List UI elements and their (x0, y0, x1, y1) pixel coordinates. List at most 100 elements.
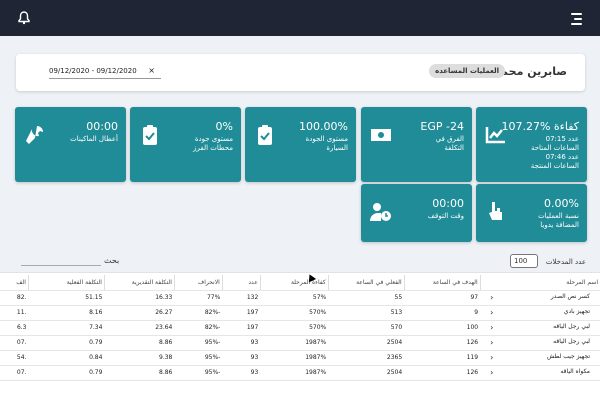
stages-table: اسم المرحلة الهدف في الساعة الفعلي في السا… (0, 272, 600, 416)
table-cell: 570% (260, 305, 329, 321)
machine-faults-card[interactable]: 00:00 أعطال الماكينات (15, 107, 126, 182)
column-header[interactable]: التكلفة التقديرية (103, 275, 175, 291)
table-cell: ‹ تجهيز بادي (480, 305, 600, 321)
column-header[interactable]: الهدف في الساعة (403, 275, 481, 291)
table-cell-text: 570 (390, 324, 403, 331)
table-cell-text: 2365 (386, 354, 403, 361)
table-cell: 126 (404, 335, 481, 351)
car-quality-label-line1: مستوى الجودة (305, 135, 348, 143)
table-cell: 26.27 (104, 305, 175, 321)
chevron-left-icon[interactable]: ‹ (490, 353, 494, 362)
search-input[interactable] (21, 265, 101, 266)
table-cell: ‹ لبي رجل الياقه (480, 320, 600, 336)
table-cell: -82% (174, 320, 223, 336)
table-cell-text: 9.38 (159, 354, 173, 361)
table-cell-text: 23.64 (155, 324, 173, 331)
table-cell-text: 197 (246, 324, 259, 331)
table-cell: 1987% (260, 365, 329, 381)
available-hours-label: الساعات المتاحة (530, 144, 579, 152)
table-cell: 51.15 (28, 290, 105, 306)
table-cell: 132 (222, 290, 261, 306)
entries-select[interactable]: 100 (510, 254, 538, 268)
machine-faults-value: 00:00 (86, 120, 118, 133)
column-header[interactable]: عدد (221, 275, 261, 291)
sorting-quality-card[interactable]: 0% مستوى جودة محطات الفرز (130, 107, 241, 182)
profile-header: صابرين محمد العمليات المساعده 09/12/2020… (16, 54, 585, 91)
table-cell: 6.3 (0, 320, 29, 336)
menu-icon[interactable] (571, 10, 587, 26)
table-cell: 570 (328, 320, 405, 336)
table-cell-text: 0.84 (89, 354, 103, 361)
downtime-card[interactable]: 00:00 وقت التوقف (361, 184, 472, 242)
column-header[interactable]: كفاءة المرحلة (259, 275, 329, 291)
table-row[interactable]: ‹ لبي رجل الياقه 126 2504 1987% 93 -95% 8.86 0.7… (0, 335, 600, 351)
table-cell: -95% (174, 365, 223, 381)
table-controls: عدد المدخلات 100 بحث (0, 252, 600, 272)
table-cell-text: .54 (16, 354, 27, 361)
table-cell: 93 (222, 365, 261, 381)
date-range-picker[interactable]: 09/12/2020 - 09/12/2020 × (49, 63, 161, 79)
table-cell-text: -95% (204, 369, 221, 376)
available-hours-count: 07:15 عدد (545, 135, 579, 143)
chevron-left-icon[interactable]: ‹ (490, 338, 494, 347)
sorting-quality-label-line1: مستوى جودة (194, 135, 233, 143)
car-quality-value: 100.00% (299, 120, 348, 133)
table-cell: 2365 (328, 350, 405, 366)
table-cell: 1987% (260, 350, 329, 366)
table-cell: 93 (222, 335, 261, 351)
table-cell-text: 1987% (305, 354, 327, 361)
table-cell-text: -95% (204, 339, 221, 346)
table-cell: 23.64 (104, 320, 175, 336)
manual-operations-card[interactable]: 0.00% نسبة العمليات المضافة يدويا (476, 184, 587, 242)
bell-icon[interactable] (16, 10, 32, 26)
car-quality-label: مستوى الجودة السيارة (306, 135, 348, 153)
table-cell: 197 (222, 305, 261, 321)
machine-faults-label: أعطال الماكينات (70, 135, 118, 144)
table-row[interactable]: ‹ تجهيز جيب لطش 119 2365 1987% 93 -95% 9.38 0.84… (0, 350, 600, 366)
table-cell-text: 100 (466, 324, 479, 331)
table-cell-text: .07 (16, 369, 27, 376)
chevron-left-icon[interactable]: ‹ (490, 368, 494, 377)
column-header[interactable]: التكلفة الفعلية (27, 275, 105, 291)
column-header[interactable]: الف (0, 275, 29, 291)
role-badge: العمليات المساعده (429, 64, 505, 78)
chevron-left-icon[interactable]: ‹ (490, 308, 494, 317)
cost-difference-card[interactable]: EGP -24 الفرق في التكلفة (361, 107, 472, 182)
table-cell-text: .82 (16, 294, 27, 301)
table-row[interactable]: ‹ لبي رجل الياقه 100 570 570% 197 -82% 23.64 7.3… (0, 320, 600, 336)
table-cell-text: لبي رجل الياقه (553, 323, 590, 330)
clipboard-check-icon (253, 123, 277, 147)
entries-label: عدد المدخلات (545, 258, 586, 266)
table-row[interactable]: ‹ كسر نص الصدر 97 55 57% 132 77% 16.33 51.15 .82 (0, 290, 600, 306)
clear-date-icon[interactable]: × (148, 66, 155, 75)
car-quality-card[interactable]: 100.00% مستوى الجودة السيارة (245, 107, 356, 182)
table-cell-text: 0.79 (89, 339, 103, 346)
table-cell: -95% (174, 350, 223, 366)
table-cell-text: تجهيز بادي (563, 308, 590, 315)
table-cell: 0.79 (28, 365, 105, 381)
table-header-row: اسم المرحلة الهدف في الساعة الفعلي في السا… (0, 275, 600, 291)
column-header[interactable]: الفعلي في الساعة (327, 275, 405, 291)
table-cell-text: 1987% (305, 339, 327, 346)
table-cell-text: 132 (246, 294, 259, 301)
table-cell-text: 51.15 (85, 294, 103, 301)
table-cell: 97 (404, 290, 481, 306)
table-cell-text: 57% (312, 294, 327, 301)
downtime-label: وقت التوقف (428, 212, 464, 221)
table-cell-text: 97 (470, 294, 479, 301)
chevron-left-icon[interactable]: ‹ (490, 293, 494, 302)
column-header[interactable]: اسم المرحلة (479, 275, 600, 291)
efficiency-card[interactable]: 107.27% كفاءة 07:15 عدد الساعات المتاحة … (476, 107, 587, 182)
cost-difference-value: EGP -24 (420, 120, 464, 133)
manual-operations-label: نسبة العمليات المضافة يدويا (538, 212, 579, 230)
column-header[interactable]: الانحراف (173, 275, 223, 291)
table-cell-text: 570% (309, 309, 327, 316)
search-label: بحث (104, 256, 120, 265)
chevron-left-icon[interactable]: ‹ (490, 323, 494, 332)
table-cell: 8.16 (28, 305, 105, 321)
table-cell-text: 93 (250, 354, 259, 361)
table-row[interactable]: ‹ مكواه الياقه 126 2504 1987% 93 -95% 8.86 0.79.… (0, 365, 600, 381)
table-cell-text: 126 (466, 369, 479, 376)
table-row[interactable]: ‹ تجهيز بادي 9 513 570% 197 -82% 26.27 8.16 .11 (0, 305, 600, 321)
cost-difference-label-line2: التكلفة (444, 144, 464, 152)
